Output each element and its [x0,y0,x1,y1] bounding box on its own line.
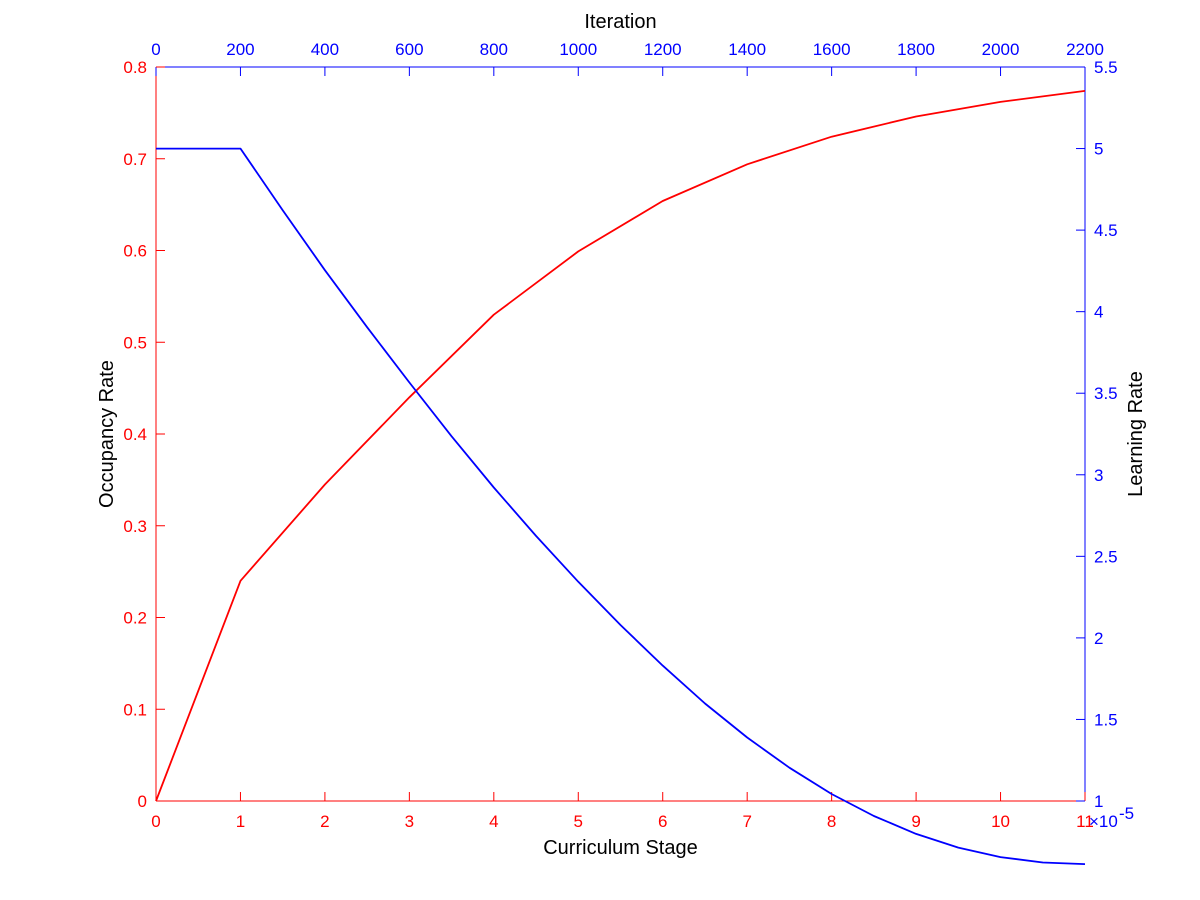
bottom-axis-tick-label: 5 [574,812,583,831]
left-axis-tick-label: 0.3 [123,517,147,536]
left-axis-tick-label: 0.2 [123,609,147,628]
left-axis-tick-label: 0.4 [123,425,147,444]
top-axis-tick-label: 800 [480,40,508,59]
bottom-axis-tick-label: 1 [236,812,245,831]
top-axis-tick-label: 1800 [897,40,935,59]
top-axis-tick-label: 600 [395,40,423,59]
right-axis-tick-label: 1 [1094,792,1103,811]
occupancy-rate-series-line [155,90,1086,802]
top-axis-title: Iteration [584,11,656,33]
right-axis-tick-label: 1.5 [1094,710,1118,729]
right-axis-exponent-base: ×10 [1089,812,1118,831]
bottom-axis-tick-label: 10 [991,812,1010,831]
bottom-axis-tick-label: 7 [742,812,751,831]
top-axis-tick-label: 2200 [1066,40,1104,59]
left-axis-tick-label: 0.8 [123,58,147,77]
bottom-axis-tick-label: 0 [151,812,160,831]
top-axis-tick-label: 2000 [982,40,1020,59]
bottom-axis-tick-label: 9 [911,812,920,831]
right-axis-tick-label: 3 [1094,466,1103,485]
bottom-axis-tick-label: 6 [658,812,667,831]
right-axis-title: Learning Rate [1125,371,1147,497]
left-axis-tick-label: 0.7 [123,150,147,169]
left-axis-tick-label: 0.6 [123,242,147,261]
top-axis-tick-label: 1000 [559,40,597,59]
bottom-axis-tick-label: 4 [489,812,498,831]
learning-rate-series-line [156,147,1086,865]
right-axis-tick-label: 3.5 [1094,384,1118,403]
right-axis-tick-label: 2.5 [1094,547,1118,566]
left-axis-tick-label: 0 [138,792,147,811]
top-axis-tick-label: 1600 [813,40,851,59]
right-axis-tick-label: 5 [1094,140,1103,159]
left-axis-tick-label: 0.5 [123,333,147,352]
right-axis-tick-label: 4 [1094,303,1103,322]
top-axis-tick-label: 1400 [728,40,766,59]
bottom-axis-title: Curriculum Stage [543,837,698,859]
right-axis-tick-label: 5.5 [1094,58,1118,77]
right-axis-tick-label: 4.5 [1094,221,1118,240]
bottom-axis-tick-label: 11 [1076,812,1094,831]
left-axis-title: Occupancy Rate [96,360,118,508]
top-axis-tick-label: 400 [311,40,339,59]
right-axis-exponent-power: -5 [1119,804,1134,823]
left-axis-tick-label: 0.1 [123,700,147,719]
bottom-axis-tick-label: 8 [827,812,836,831]
right-axis-tick-label: 2 [1094,629,1103,648]
top-axis-tick-label: 0 [151,40,160,59]
top-axis-tick-label: 1200 [644,40,682,59]
bottom-axis-tick-label: 3 [405,812,414,831]
bottom-axis-tick-label: 2 [320,812,329,831]
top-axis-tick-label: 200 [226,40,254,59]
